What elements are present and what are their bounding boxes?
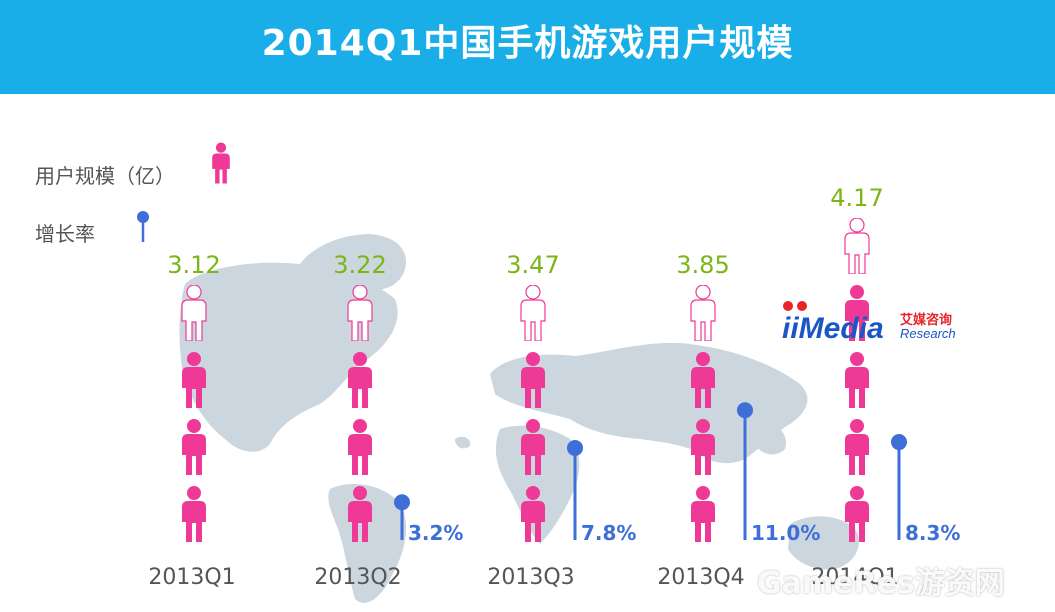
user-person-outline-icon	[844, 218, 870, 274]
logo-dot-icon	[797, 301, 807, 311]
chart-title: 2014Q1中国手机游戏用户规模	[261, 23, 794, 64]
growth-value-label: 11.0%	[751, 521, 820, 545]
growth-value-label: 7.8%	[581, 521, 636, 545]
user-person-icon	[348, 419, 372, 475]
legend-pin-icon	[137, 211, 149, 223]
growth-pin-head	[737, 402, 753, 419]
legend-person-icon	[212, 142, 230, 184]
user-person-outline-icon	[520, 285, 546, 341]
category-label: 2013Q4	[657, 565, 744, 590]
user-person-icon	[182, 486, 206, 542]
logo-dot-icon	[783, 301, 793, 311]
logo-brand: iiMedia	[782, 312, 884, 345]
legend-growth-label: 增长率	[35, 222, 95, 246]
growth-value-label: 3.2%	[408, 521, 463, 545]
category-label: 2013Q1	[148, 565, 235, 590]
user-person-icon	[845, 419, 869, 475]
user-value-label: 3.12	[167, 251, 220, 279]
chart-area: 3.12 2013Q1 3.22 2013Q2 3.2% 3.47 2013Q3 7.8% 3.…	[137, 142, 960, 603]
user-person-icon	[182, 419, 206, 475]
category-label: 2013Q2	[314, 565, 401, 590]
growth-pin-head	[394, 494, 410, 511]
logo-sub: Research	[900, 326, 956, 341]
legend-users-label: 用户规模（亿）	[35, 164, 175, 188]
world-map-background	[179, 234, 859, 603]
user-person-icon	[845, 352, 869, 408]
category-label: 2014Q1	[811, 565, 898, 590]
category-label: 2013Q3	[487, 565, 574, 590]
user-person-outline-icon	[690, 285, 716, 341]
growth-value-label: 8.3%	[905, 521, 960, 545]
user-value-label: 4.17	[830, 184, 883, 212]
watermark-text: GameRes游资网	[757, 566, 1005, 601]
logo-cn: 艾媒咨询	[900, 312, 952, 328]
growth-pin-head	[567, 439, 583, 456]
user-value-label: 3.47	[506, 251, 559, 279]
user-value-label: 3.85	[676, 251, 729, 279]
growth-pin-head	[891, 434, 907, 451]
user-value-label: 3.22	[333, 251, 386, 279]
title-banner	[0, 0, 1055, 94]
user-person-icon	[691, 486, 715, 542]
